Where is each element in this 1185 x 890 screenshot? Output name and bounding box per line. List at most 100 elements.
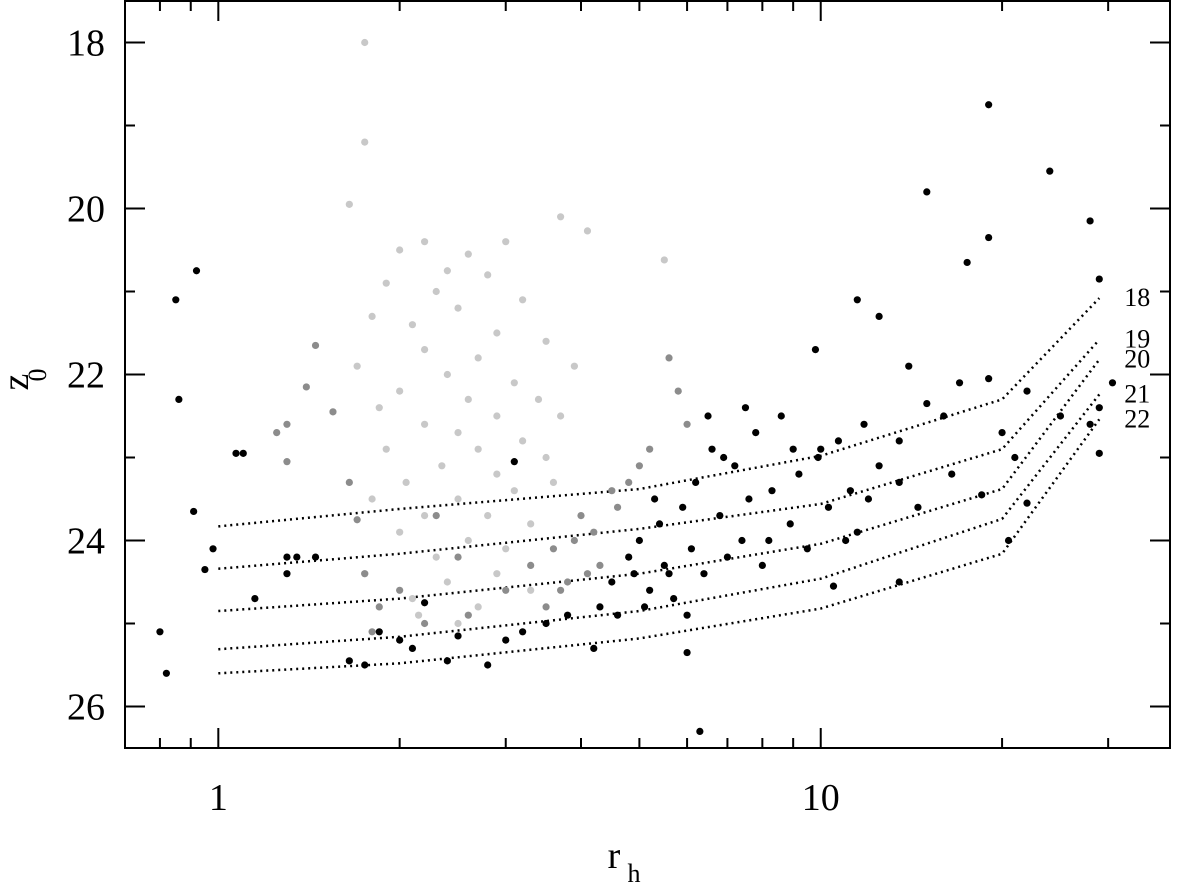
point xyxy=(635,462,643,470)
point xyxy=(474,445,482,453)
y-tick-label: 22 xyxy=(67,355,105,397)
point xyxy=(834,437,843,445)
point xyxy=(646,445,654,453)
point xyxy=(273,429,281,437)
point xyxy=(454,304,462,312)
point xyxy=(493,412,501,420)
point xyxy=(408,595,417,603)
point xyxy=(563,578,572,586)
point xyxy=(414,611,423,619)
point xyxy=(557,586,565,594)
plot-frame xyxy=(124,0,1171,749)
point xyxy=(596,561,604,570)
point xyxy=(704,412,712,420)
point xyxy=(396,246,404,254)
point xyxy=(420,420,429,428)
point xyxy=(583,227,592,235)
point xyxy=(1095,404,1103,412)
point xyxy=(577,511,585,520)
point xyxy=(172,296,180,304)
point xyxy=(955,379,964,387)
point xyxy=(382,279,390,287)
curve-label: 20 xyxy=(1124,345,1150,374)
point xyxy=(283,420,291,428)
point xyxy=(493,570,501,578)
point xyxy=(640,603,649,611)
point xyxy=(527,561,535,570)
y-axis-label: z xyxy=(0,374,37,391)
point xyxy=(345,657,353,665)
x-axis-label-sub: h xyxy=(628,859,641,888)
x-tick-label: 10 xyxy=(802,777,840,819)
point xyxy=(382,445,390,453)
point xyxy=(361,38,369,47)
point xyxy=(948,470,956,478)
x-tick-label: 1 xyxy=(209,777,228,819)
point xyxy=(596,603,604,611)
point xyxy=(209,545,217,553)
point xyxy=(464,611,472,619)
point xyxy=(608,578,616,586)
point xyxy=(454,553,462,561)
point xyxy=(745,495,753,503)
point xyxy=(542,619,550,628)
point xyxy=(803,545,811,553)
point xyxy=(162,669,170,677)
point xyxy=(408,644,417,653)
point xyxy=(608,487,616,495)
point xyxy=(635,536,643,545)
point xyxy=(923,399,931,408)
point xyxy=(432,553,440,561)
point xyxy=(613,503,622,511)
point xyxy=(665,354,673,362)
point xyxy=(396,636,404,644)
point xyxy=(978,491,986,499)
point xyxy=(583,570,592,578)
point xyxy=(660,256,668,264)
point xyxy=(361,570,369,578)
point xyxy=(692,478,700,486)
point xyxy=(443,267,451,275)
point xyxy=(293,553,301,561)
point xyxy=(590,528,598,536)
point xyxy=(700,570,708,578)
point xyxy=(408,321,417,329)
y-axis-label-sub: 0 xyxy=(23,369,52,382)
point xyxy=(687,545,696,553)
point xyxy=(361,661,369,669)
point xyxy=(824,503,833,511)
point xyxy=(1108,379,1117,387)
point xyxy=(1086,217,1094,225)
point xyxy=(646,586,654,594)
point xyxy=(696,727,704,736)
point xyxy=(454,632,462,640)
point xyxy=(670,595,678,603)
point xyxy=(985,233,993,242)
point xyxy=(683,611,691,619)
point xyxy=(519,437,527,445)
point xyxy=(842,536,850,545)
point xyxy=(519,296,527,304)
point xyxy=(1023,387,1031,395)
point xyxy=(432,511,440,520)
y-tick-label: 26 xyxy=(67,687,105,729)
model-curve xyxy=(218,418,1101,675)
point xyxy=(563,611,572,619)
point xyxy=(464,250,472,258)
point xyxy=(420,511,429,520)
model-curve xyxy=(218,338,1101,570)
point xyxy=(940,412,948,420)
point xyxy=(375,628,383,636)
model-curve xyxy=(218,393,1101,651)
point xyxy=(484,271,492,279)
point xyxy=(396,387,404,395)
point xyxy=(443,578,451,586)
curve-label: 21 xyxy=(1124,379,1150,408)
point xyxy=(510,458,518,466)
point xyxy=(534,395,543,403)
point xyxy=(570,536,578,545)
point xyxy=(438,462,446,470)
point xyxy=(895,578,903,586)
point xyxy=(786,520,794,528)
